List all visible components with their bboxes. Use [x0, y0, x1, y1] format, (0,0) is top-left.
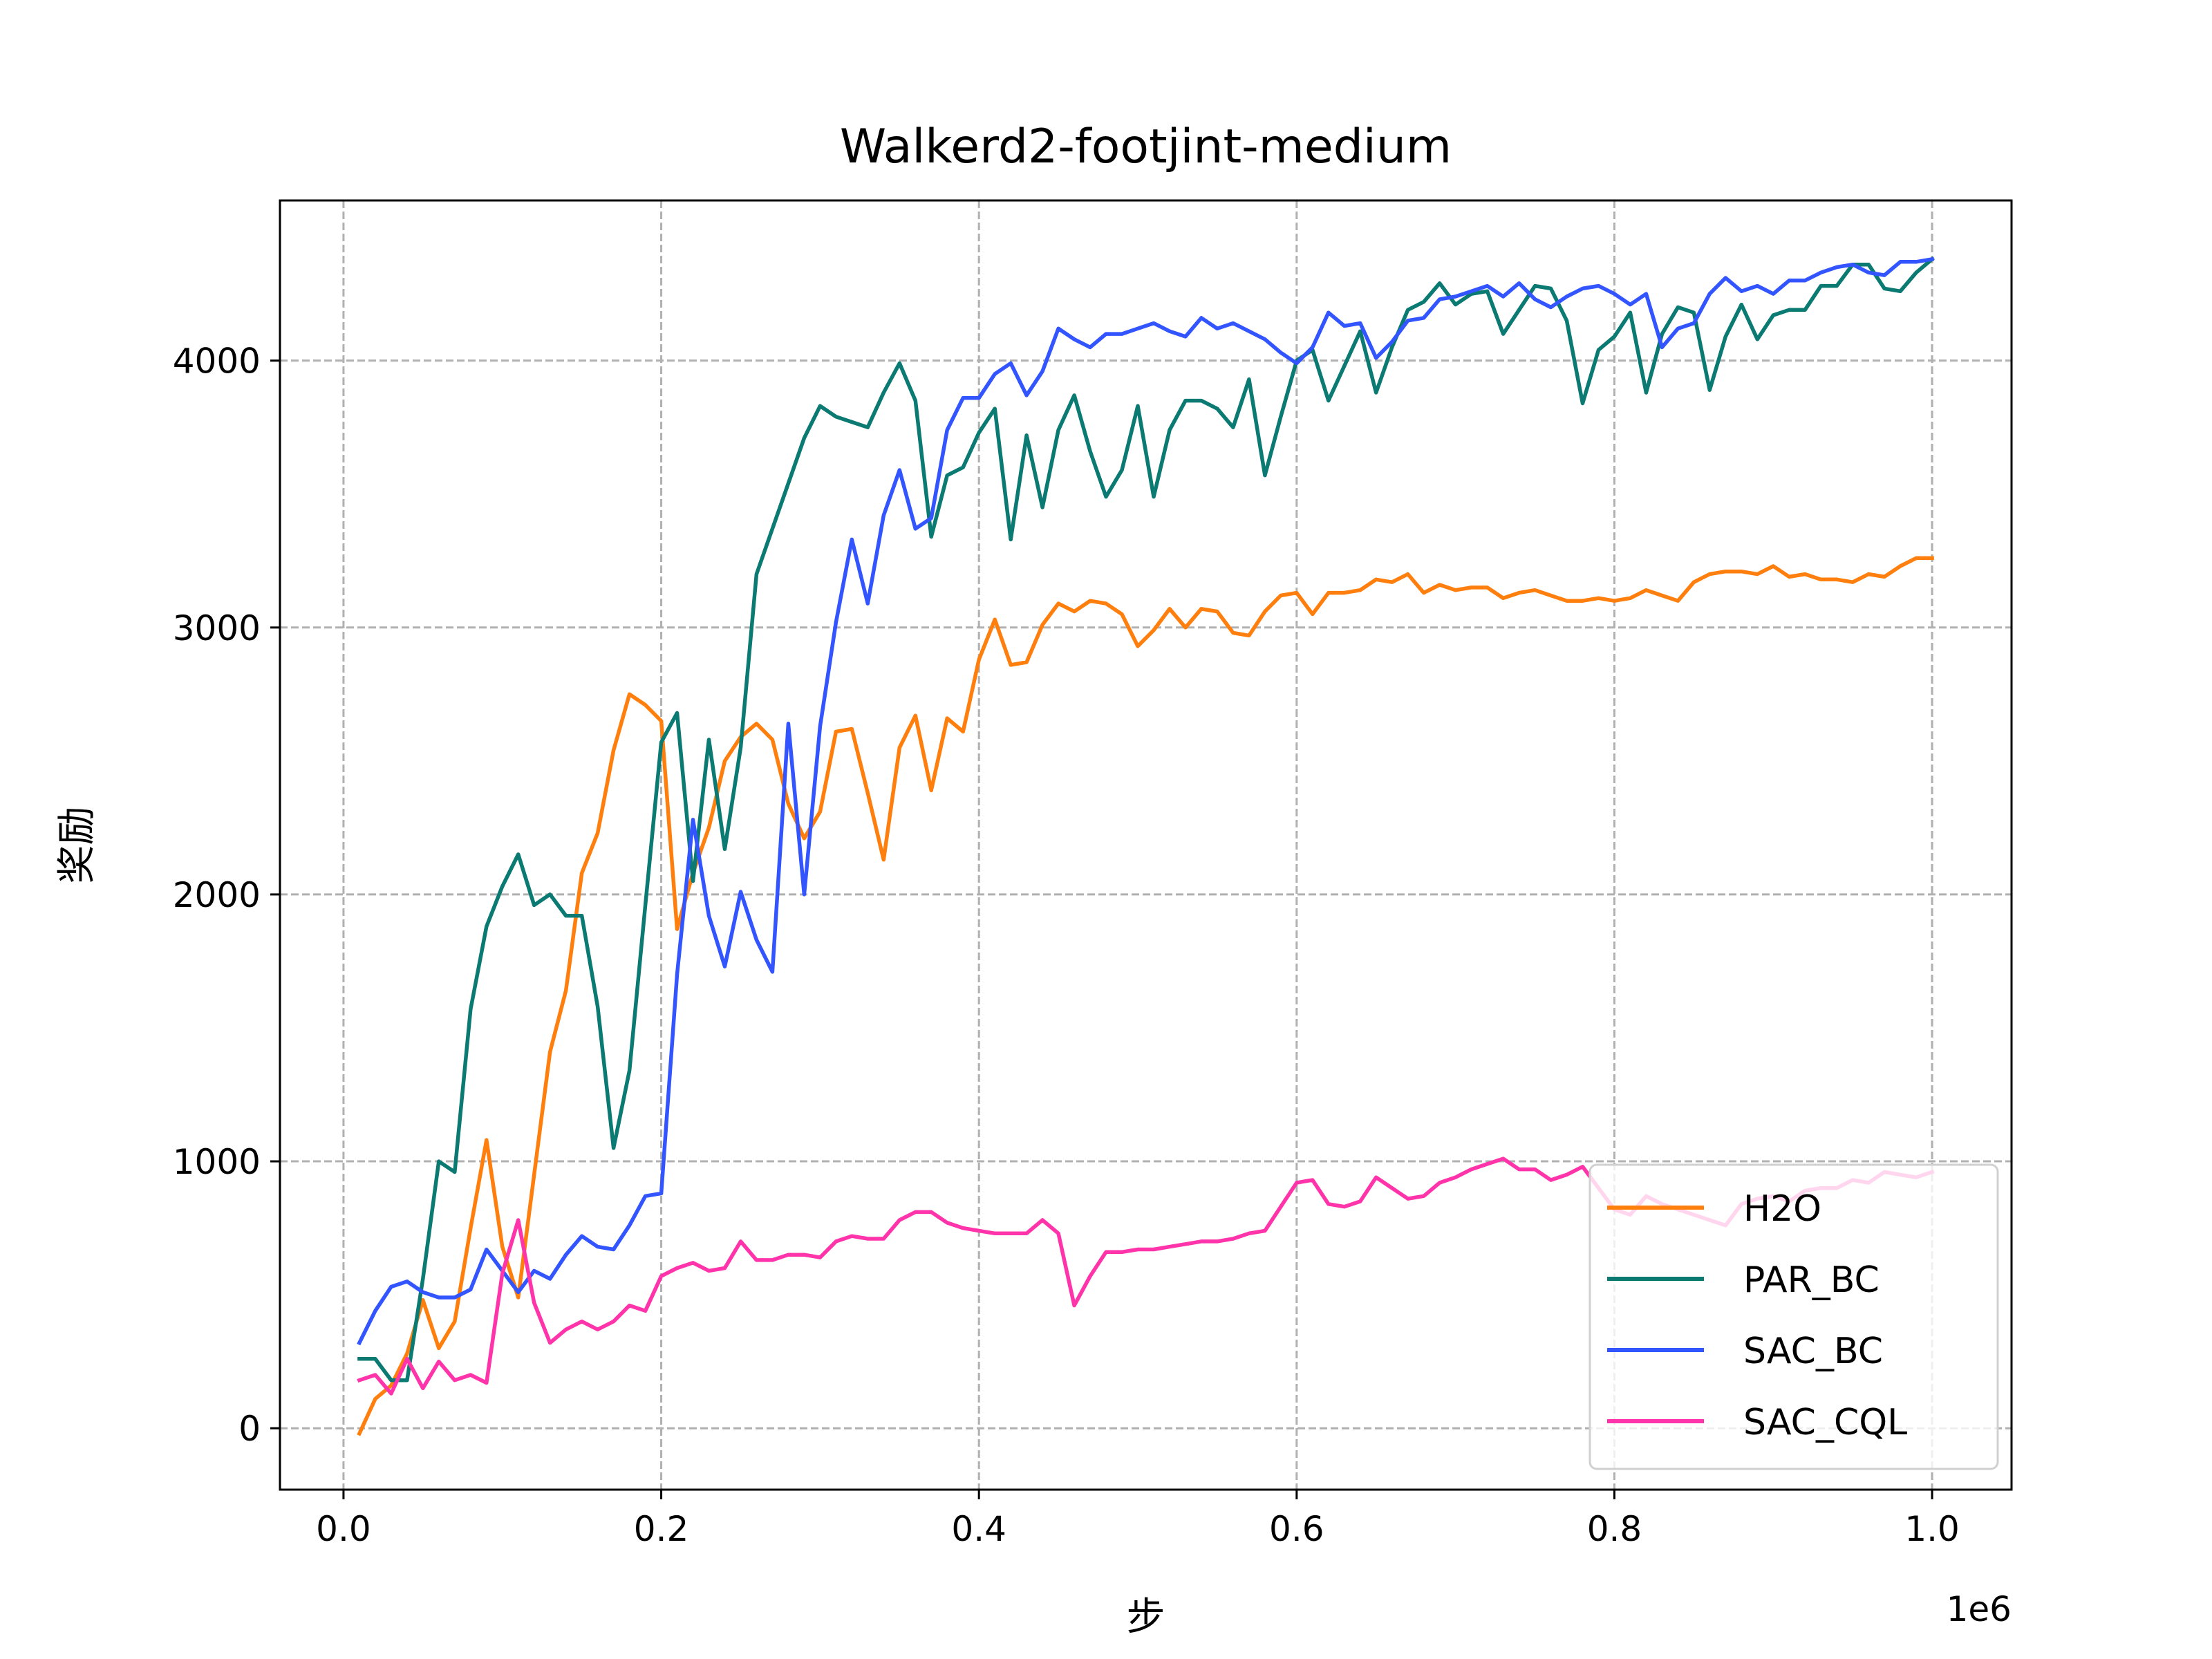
y-tick-label: 1000 — [173, 1142, 261, 1182]
x-tick-label: 0.6 — [1269, 1509, 1324, 1549]
grid — [280, 200, 2012, 1490]
x-axis-title: 步 — [1127, 1595, 1165, 1640]
series-line-h2o — [357, 556, 1934, 1436]
legend-label: SAC_CQL — [1743, 1402, 1907, 1443]
x-tick-label: 0.4 — [951, 1509, 1006, 1549]
y-tick-label: 2000 — [173, 875, 261, 915]
plot-series — [357, 256, 1935, 1436]
x-tick-label: 0.8 — [1587, 1509, 1642, 1549]
x-tick-label: 0.2 — [634, 1509, 689, 1549]
y-tick-label: 3000 — [173, 608, 261, 648]
legend-label: SAC_BC — [1743, 1331, 1883, 1372]
y-axis-title: 奖励 — [55, 807, 100, 884]
y-tick-label: 4000 — [173, 341, 261, 382]
legend-label: PAR_BC — [1743, 1259, 1880, 1301]
series-line-sac-bc — [357, 256, 1935, 1346]
y-tick-label: 0 — [238, 1409, 261, 1449]
plot-frame — [279, 199, 2013, 1491]
y-axis: 0 1000 2000 3000 4000 — [173, 341, 280, 1449]
legend-box — [1588, 1163, 1999, 1470]
series-line-par-bc — [357, 256, 1935, 1382]
x-axis: 0.0 0.2 0.4 0.6 0.8 1.0 — [316, 1490, 1960, 1549]
x-tick-label: 1.0 — [1904, 1509, 1960, 1549]
x-axis-offset-text: 1e6 — [1947, 1589, 2012, 1629]
legend-label: H2O — [1743, 1188, 1821, 1230]
chart-title: Walkerd2-footjint-medium — [840, 120, 1452, 174]
legend: H2O PAR_BC SAC_BC SAC_CQL — [1588, 1163, 1999, 1470]
x-tick-label: 0.0 — [316, 1509, 371, 1549]
